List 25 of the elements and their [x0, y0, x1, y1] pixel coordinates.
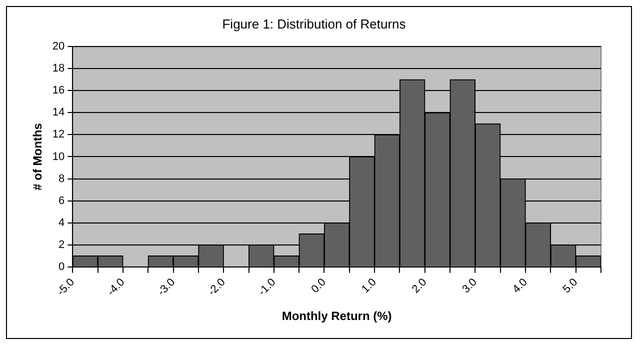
y-tick-label: 0 — [58, 260, 65, 273]
x-tick-label: 4.0 — [510, 276, 530, 296]
y-tick-label: 16 — [52, 84, 65, 97]
y-tick-label: 10 — [52, 150, 65, 163]
y-tick-label: 18 — [52, 62, 65, 75]
y-axis-title: # of Months — [30, 122, 45, 190]
x-tick-label: -4.0 — [105, 276, 128, 298]
x-tick-label: -3.0 — [156, 276, 178, 298]
y-tick-label: 6 — [58, 194, 65, 207]
y-tick-label: 8 — [58, 172, 65, 185]
x-tick-label: -1.0 — [256, 276, 278, 298]
x-tick-label: 5.0 — [560, 276, 580, 296]
x-tick-label: -5.0 — [55, 276, 77, 298]
x-tick-label: 0.0 — [309, 276, 328, 296]
y-tick-label: 4 — [58, 216, 65, 229]
x-axis-title: Monthly Return (%) — [282, 309, 392, 324]
y-tick-label: 2 — [58, 238, 65, 251]
x-tick-label: 3.0 — [460, 276, 480, 296]
chart-title: Figure 1: Distribution of Returns — [222, 16, 406, 32]
x-tick-label: 2.0 — [410, 276, 430, 296]
y-tick-label: 20 — [52, 40, 65, 53]
y-tick-label: 12 — [52, 128, 65, 141]
y-tick-label: 14 — [52, 106, 65, 119]
x-tick-label: -2.0 — [206, 276, 228, 298]
x-tick-label: 1.0 — [360, 276, 379, 296]
